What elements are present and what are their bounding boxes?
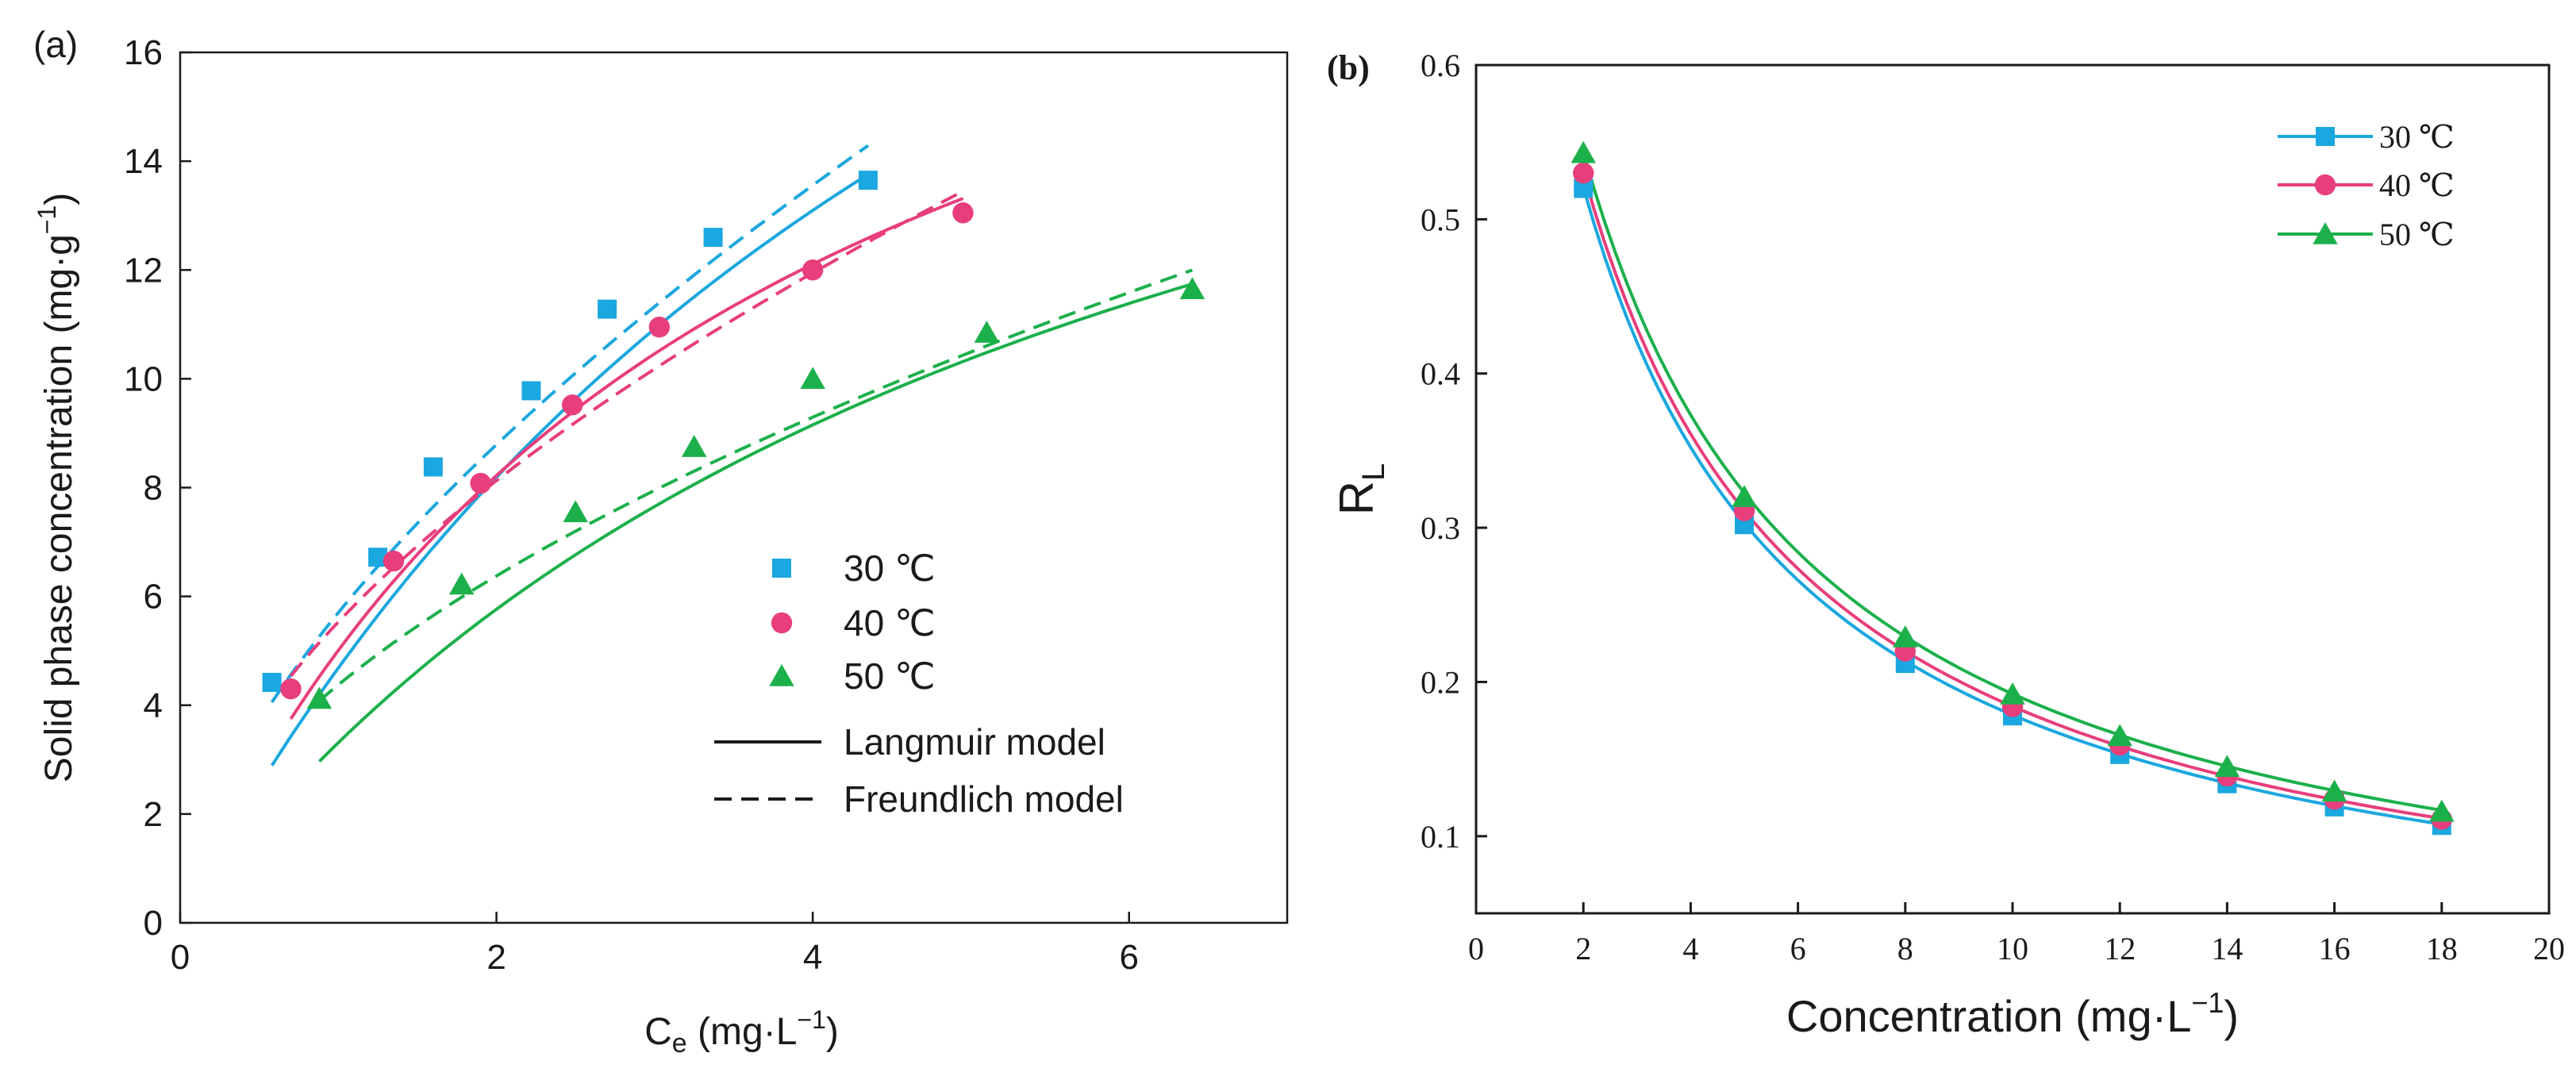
y-tick-label: 0: [144, 904, 163, 943]
x-tick-label: 4: [803, 938, 822, 977]
data-point-3: [1179, 277, 1205, 299]
data-point-1: [262, 672, 282, 692]
x-tick-label: 0: [171, 938, 190, 977]
x-tick-label: 6: [1119, 938, 1138, 977]
x-tick-label: 12: [2104, 931, 2136, 966]
y-tick-label: 0.1: [1421, 819, 1460, 855]
x-tick-label: 14: [2211, 931, 2243, 966]
legend-label: 40 ℃: [844, 602, 936, 644]
legend-label: 30 ℃: [844, 548, 936, 589]
legend-marker: [771, 612, 793, 634]
y-tick-label: 0.4: [1421, 356, 1460, 392]
legend-marker: [772, 559, 791, 578]
langmuir-fit-line-2: [289, 197, 964, 720]
legend-marker: [2313, 222, 2338, 244]
x-tick-label: 10: [1997, 931, 2028, 966]
legend-marker: [2316, 127, 2335, 146]
y-tick-label: 4: [144, 686, 163, 725]
y-tick-label: 12: [124, 251, 163, 290]
legend-label: 50 ℃: [844, 655, 936, 697]
y-tick-label: 0.3: [1421, 510, 1460, 546]
y-tick-label: 6: [144, 578, 163, 617]
data-point-1: [858, 171, 878, 190]
y-axis-label: RL: [1330, 463, 1391, 516]
panel-a-chart: (a) 0 2 4 6 0 2 4 6 8 10 12 14 16 Ce (mg·L−1) Solid pha…: [33, 24, 1289, 1059]
panel-label: (a): [33, 24, 78, 65]
data-point-3: [1571, 140, 1596, 163]
data-point-3: [2214, 755, 2240, 778]
data-point-3: [2321, 779, 2347, 802]
data-point-3: [2429, 799, 2455, 822]
data-point-2: [802, 259, 824, 281]
data-point-1: [521, 381, 541, 401]
data-point-2: [383, 550, 405, 572]
legend-label: Langmuir model: [844, 721, 1105, 763]
data-point-1: [598, 299, 617, 319]
y-tick-label: 0.6: [1421, 48, 1460, 83]
data-point-3: [974, 321, 1000, 343]
y-tick-label: 2: [144, 795, 163, 834]
data-point-3: [563, 500, 588, 523]
data-point-2: [280, 678, 302, 700]
freundlich-fit-line-1: [270, 144, 870, 704]
y-tick-label: 10: [124, 359, 163, 398]
freundlich-fit-line-3: [318, 268, 1194, 702]
data-point-3: [1893, 625, 1918, 647]
y-tick-label: 8: [144, 469, 163, 508]
x-tick-label: 2: [486, 938, 506, 977]
data-point-2: [470, 472, 491, 494]
y-axis-label: Solid phase concentration (mg·g−1): [33, 193, 80, 783]
x-axis-label: Concentration (mg·L−1): [1786, 986, 2239, 1041]
data-point-3: [681, 435, 707, 457]
data-point-3: [306, 686, 333, 709]
x-tick-label: 18: [2426, 931, 2458, 966]
panel-b-chart: (b) 0 2 4 6 8 10 12 14 16 18 20 0.1 0.2 0.3 0.4 0.5 0.6 Co…: [1327, 48, 2565, 1041]
x-tick-label: 2: [1575, 931, 1591, 966]
data-point-1: [423, 457, 443, 477]
legend-label: 50 ℃: [2379, 217, 2455, 252]
x-axis-label: Ce (mg·L−1): [644, 1005, 839, 1059]
y-tick-label: 0.5: [1421, 202, 1460, 237]
langmuir-fit-line-3: [317, 282, 1193, 763]
x-tick-label: 6: [1790, 931, 1806, 966]
data-point-3: [1732, 485, 1757, 507]
data-point-1: [703, 228, 723, 248]
data-point-3: [2107, 724, 2132, 747]
panel-label: (b): [1327, 48, 1370, 87]
x-tick-label: 20: [2533, 931, 2565, 966]
legend-label: 40 ℃: [2379, 167, 2455, 203]
data-point-2: [1573, 162, 1594, 184]
x-tick-label: 16: [2319, 931, 2351, 966]
data-point-2: [648, 317, 671, 338]
legend-label: 30 ℃: [2379, 119, 2455, 155]
data-point-3: [2000, 682, 2025, 705]
legend-label: Freundlich model: [844, 778, 1124, 820]
legend-marker: [2314, 174, 2336, 196]
data-point-3: [448, 572, 475, 595]
legend-marker: [769, 664, 794, 686]
y-tick-label: 16: [124, 33, 163, 72]
data-point-2: [952, 202, 974, 224]
y-tick-label: 0.2: [1421, 664, 1460, 700]
x-tick-label: 8: [1897, 931, 1913, 966]
y-tick-label: 14: [124, 142, 163, 181]
x-tick-label: 4: [1682, 931, 1698, 966]
x-tick-label: 0: [1468, 931, 1484, 966]
data-point-3: [800, 367, 825, 390]
data-point-2: [562, 394, 583, 416]
